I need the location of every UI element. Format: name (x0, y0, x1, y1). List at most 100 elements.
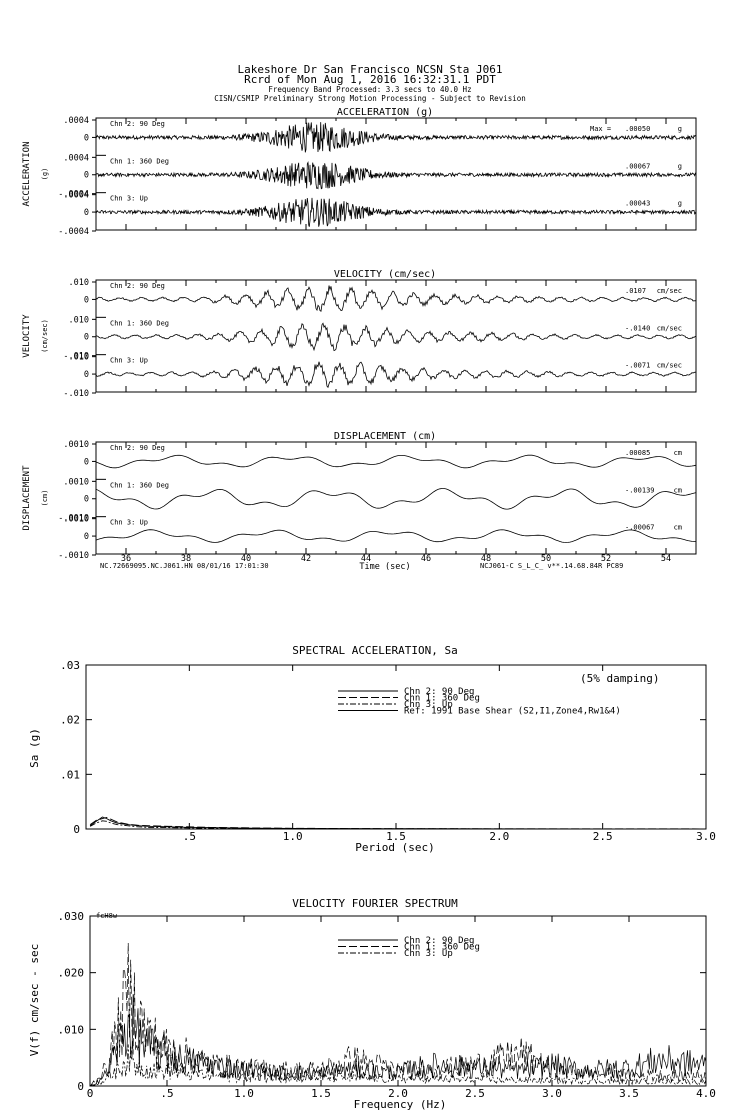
panel-unit-label: (g) (41, 168, 49, 181)
fs-ylabel: V(f) cm/sec - sec (28, 944, 41, 1057)
amplitude-tick-label: 0 (84, 457, 89, 467)
peak-value: .0107 (625, 287, 646, 295)
peak-unit: g (678, 125, 682, 133)
amplitude-tick-label: .0010 (63, 440, 89, 450)
x-tick-label: 1.0 (283, 830, 303, 843)
fs-series-line (89, 1044, 707, 1087)
waveform-trace (95, 122, 697, 153)
amplitude-tick-label: .0004 (63, 191, 89, 201)
waveform-trace (95, 161, 697, 190)
spectral-acceleration-chart: 0 .01 .02 .03 .5 1.0 1.5 2.0 2.5 3.0 Chn 2: 90 Deg… (60, 659, 716, 843)
waveform-trace (95, 488, 697, 510)
amplitude-tick-label: .0010 (63, 515, 89, 525)
fs-series-line (89, 994, 707, 1087)
peak-unit: cm/sec (657, 287, 682, 295)
y-tick-label: 0 (73, 823, 80, 836)
x-tick-label: 2.5 (593, 830, 613, 843)
time-tick-label: 36 (121, 554, 131, 564)
sa-ylabel: Sa (g) (28, 728, 41, 768)
panel-side-label: DISPLACEMENT (22, 465, 32, 531)
amplitude-tick-label: -.0004 (58, 227, 89, 237)
amplitude-tick-label: 0 (84, 171, 89, 181)
x-tick-label: 1.5 (311, 1087, 331, 1100)
panel-title: DISPLACEMENT (cm) (334, 431, 436, 442)
fs-xlabel: Frequency (Hz) (354, 1098, 447, 1111)
header-station: Lakeshore Dr San Francisco NCSN Sta J061 (238, 63, 503, 76)
peak-unit: cm (674, 524, 682, 532)
x-tick-label: 4.0 (696, 1087, 716, 1100)
channel-name: Chn 1: 360 Deg (110, 157, 169, 165)
header-band: Frequency Band Processed: 3.3 secs to 40… (268, 85, 471, 94)
panel-title: ACCELERATION (g) (337, 107, 433, 118)
header-record: Rcrd of Mon Aug 1, 2016 16:32:31.1 PDT (244, 73, 496, 86)
peak-value: -.00067 (625, 524, 655, 532)
panel-unit-label: (cm) (41, 490, 49, 507)
waveform-trace (95, 322, 697, 352)
sa-series-line (89, 820, 706, 830)
amplitude-tick-label: 0 (84, 532, 89, 542)
y-tick-label: .020 (58, 967, 85, 980)
sa-series-line (89, 816, 706, 830)
plot-frame (85, 664, 707, 830)
y-tick-label: .02 (60, 714, 80, 727)
sa-xlabel: Period (sec) (355, 841, 434, 854)
x-tick-label: 3.0 (542, 1087, 562, 1100)
peak-unit: cm (674, 486, 682, 494)
peak-unit: cm (674, 449, 682, 457)
fs-title: VELOCITY FOURIER SPECTRUM (292, 897, 458, 910)
amplitude-tick-label: 0 (84, 495, 89, 505)
x-tick-label: .5 (183, 830, 196, 843)
x-tick-label: 2.0 (489, 830, 509, 843)
amplitude-tick-label: -.0010 (58, 551, 89, 561)
waveform-trace (95, 529, 696, 543)
panel-title: VELOCITY (cm/sec) (334, 269, 436, 280)
peak-value: -.0140 (625, 324, 650, 332)
sa-damping-note: (5% damping) (580, 672, 659, 685)
sa-series-line (89, 817, 707, 830)
x-tick-label: 3.0 (696, 830, 716, 843)
sa-legend-label: Chn 1: 360 Deg (404, 694, 480, 704)
header-disclaimer: CISN/CSMIP Preliminary Strong Motion Pro… (214, 94, 526, 103)
time-footer-right: NCJ061-C S_L_C_ v**.14.68.84R PC89 (480, 562, 623, 570)
y-tick-label: .01 (60, 768, 80, 781)
fs-series-line (89, 942, 707, 1087)
amplitude-tick-label: 0 (84, 208, 89, 218)
sa-title: SPECTRAL ACCELERATION, Sa (292, 644, 458, 657)
time-tick-label: 52 (601, 554, 611, 564)
time-tick-label: 46 (421, 554, 431, 564)
panel-unit-label: (cm/sec) (41, 319, 49, 353)
amplitude-tick-label: -.0010 (58, 514, 89, 524)
time-series-panels: ACCELERATION (g) ACCELERATION (g) .0004 0 Chn… (22, 107, 697, 564)
peak-unit: cm/sec (657, 324, 682, 332)
y-tick-label: .030 (58, 910, 85, 923)
channel-name: Chn 1: 360 Deg (110, 481, 169, 489)
peak-unit: g (678, 200, 682, 208)
channel-name: Chn 3: Up (110, 519, 148, 527)
y-tick-label: .03 (60, 659, 80, 672)
panel-side-label: VELOCITY (22, 314, 32, 358)
time-tick-label: 48 (481, 554, 491, 564)
amplitude-tick-label: 0 (84, 333, 89, 343)
x-tick-label: 3.5 (619, 1087, 639, 1100)
fs-tag: fcH8w (96, 912, 118, 920)
panel-frame (95, 441, 697, 555)
plot-frame (89, 915, 707, 1087)
peak-value: .00043 (625, 200, 650, 208)
x-tick-label: 1.5 (386, 830, 406, 843)
waveform-trace (95, 197, 697, 227)
sa-legend-label: Ref: 1991 Base Shear (S2,I1,Zone4,Rw1&4) (404, 707, 621, 717)
amplitude-tick-label: 0 (84, 133, 89, 143)
amplitude-tick-label: 0 (84, 370, 89, 380)
channel-name: Chn 2: 90 Deg (110, 120, 165, 128)
time-tick-label: 54 (661, 554, 671, 564)
channel-name: Chn 2: 90 Deg (110, 282, 165, 290)
time-panel-2: VELOCITY (cm/sec) VELOCITY (cm/sec) .010 0 Ch… (22, 269, 697, 399)
peak-value: -.0071 (625, 362, 650, 370)
amplitude-tick-label: -.0004 (58, 190, 89, 200)
sa-legend-label: Chn 3: Up (404, 700, 453, 710)
time-tick-label: 42 (301, 554, 311, 564)
x-tick-label: 0 (87, 1087, 94, 1100)
channel-name: Chn 3: Up (110, 357, 148, 365)
amplitude-tick-label: -.010 (63, 352, 89, 362)
time-panel-1: ACCELERATION (g) ACCELERATION (g) .0004 0 Chn… (22, 107, 697, 237)
